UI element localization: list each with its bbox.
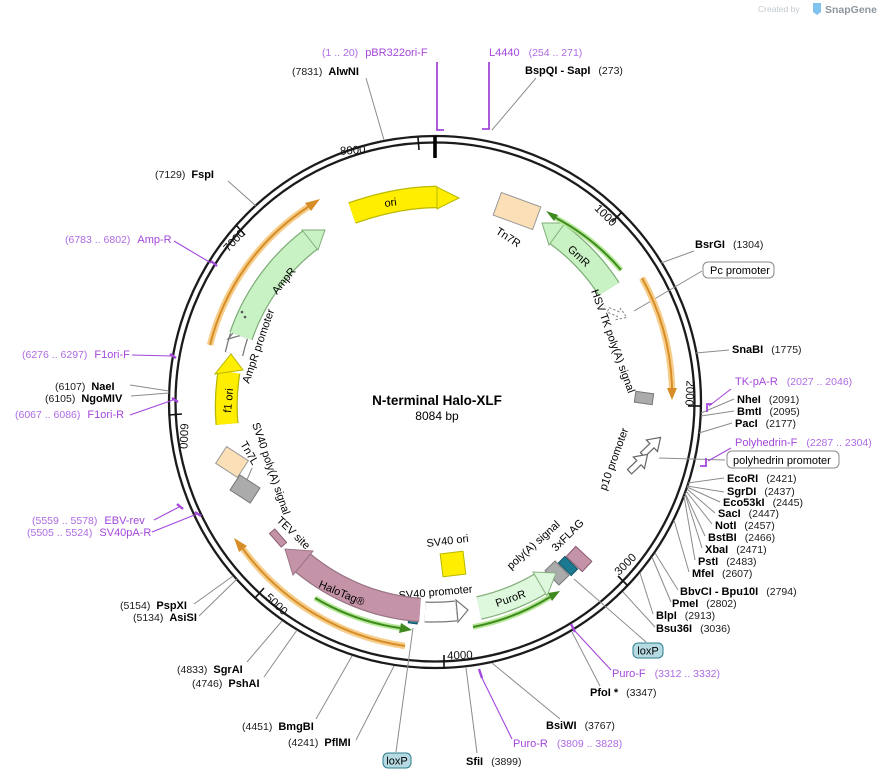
polyhedrin-promoter-box[interactable]: polyhedrin promoter: [726, 450, 840, 469]
primer-label-amp-r[interactable]: (6783 .. 6802) Amp-R: [65, 234, 172, 246]
enzyme-label-snabi[interactable]: SnaBI (1775): [732, 344, 802, 356]
enzyme-label-pspxi[interactable]: (5154) PspXI: [120, 600, 187, 612]
loxp-box-2[interactable]: loxP: [382, 752, 412, 769]
primer-label-polyhedrin-f[interactable]: Polyhedrin-F (2287 .. 2304): [735, 437, 872, 449]
plasmid-title: N-terminal Halo-XLF: [372, 393, 502, 408]
svg-text:loxP[interactable]: loxP: [386, 756, 407, 768]
enzyme-label-fspi[interactable]: (7129) FspI: [155, 169, 214, 181]
enzyme-label-ngomiv[interactable]: (6105) NgoMIV: [45, 393, 123, 405]
enzyme-label-pflmi[interactable]: (4241) PflMI: [288, 737, 351, 749]
primer-marks: [129, 62, 732, 740]
enzyme-label-sgrdi[interactable]: SgrDI (2437): [727, 486, 795, 498]
feature-sv40-promoter[interactable]: [424, 598, 469, 624]
svg-text:Pc promoter[interactable]: Pc promoter: [710, 265, 770, 277]
primer-label-f1ori-r[interactable]: (6067 .. 6086) F1ori-R: [15, 409, 124, 421]
enzyme-label-bspqi-sapi[interactable]: BspQI - SapI (273): [525, 65, 623, 77]
feature-f1-ori[interactable]: [213, 353, 244, 425]
enzyme-label-naei[interactable]: (6107) NaeI: [55, 381, 115, 393]
primer-label-puro-r[interactable]: Puro-R (3809 .. 3828): [513, 738, 622, 750]
svg-text:loxP[interactable]: loxP: [637, 646, 658, 658]
enzyme-label-mfei[interactable]: MfeI (2607): [692, 568, 752, 580]
feature-sv40-ori[interactable]: [439, 550, 467, 578]
loxp-box-1[interactable]: loxP: [632, 642, 664, 659]
snapgene-watermark: Created by SnapGene: [758, 3, 877, 16]
enzyme-label-sgrai[interactable]: (4833) SgrAI: [177, 664, 243, 676]
enzyme-label-bsiwi[interactable]: BsiWI (3767): [546, 720, 615, 732]
feature-halotag[interactable]: [284, 548, 422, 623]
enzyme-label-bstbi[interactable]: BstBI (2466): [708, 532, 775, 544]
feature-hsv-tk-polya[interactable]: [633, 390, 655, 406]
enzyme-label-bmgbi[interactable]: (4451) BmgBI: [242, 721, 314, 733]
enzyme-label-bsrgi[interactable]: BsrGI (1304): [695, 239, 763, 251]
primer-label-sv40pa-r[interactable]: (5505 .. 5524) SV40pA-R: [27, 527, 151, 539]
feature-label-sv40-ori[interactable]: SV40 ori: [426, 533, 469, 550]
enzyme-label-pmei[interactable]: PmeI (2802): [672, 598, 737, 610]
enzyme-label-pshai[interactable]: (4746) PshAI: [192, 678, 260, 690]
pc-promoter-box[interactable]: Pc promoter: [702, 261, 775, 279]
primer-label-puro-f[interactable]: Puro-F (3312 .. 3332): [612, 668, 720, 680]
feature-label-sv40-polya[interactable]: SV40 poly(A) signal: [249, 421, 292, 516]
tick-label-6000: 6000: [177, 423, 190, 449]
enzyme-label-psti[interactable]: PstI (2483): [698, 556, 757, 568]
primer-label-ebv-rev[interactable]: (5559 .. 5578) EBV-rev: [32, 515, 145, 527]
snapgene-logo-icon: [813, 3, 821, 15]
feature-label-f1-ori[interactable]: f1 ori: [222, 388, 236, 413]
enzyme-label-blpi[interactable]: BlpI (2913): [656, 610, 715, 622]
feature-3xflag[interactable]: [565, 545, 593, 573]
plasmid-size: 8084 bp: [415, 409, 459, 423]
enzyme-label-paci[interactable]: PacI (2177): [735, 418, 796, 430]
enzyme-label-ecori[interactable]: EcoRI (2421): [727, 473, 797, 485]
feature-label-tev-site[interactable]: TEV site: [274, 515, 312, 553]
feature-tn7r[interactable]: [492, 191, 542, 231]
enzyme-label-bbvci[interactable]: BbvCI - Bpu10I (2794): [680, 586, 797, 598]
tick-label-2000: 2000: [682, 380, 695, 406]
halotag-translation-arrow: [313, 595, 412, 633]
feature-tn7l[interactable]: [214, 445, 250, 479]
feature-ampr[interactable]: [229, 229, 326, 341]
feature-tev-site[interactable]: [268, 528, 288, 548]
feature-gmr[interactable]: [541, 222, 620, 297]
feature-p10-promoter[interactable]: [624, 432, 666, 478]
enzyme-label-asisi[interactable]: (5134) AsiSI: [133, 612, 197, 624]
enzyme-label-nhei[interactable]: NheI (2091): [737, 394, 799, 406]
feature-sv40-polya[interactable]: [229, 474, 261, 504]
scale-ticks: [168, 136, 701, 668]
primer-label-tk-pa-r[interactable]: TK-pA-R (2027 .. 2046): [735, 376, 852, 388]
enzyme-label-sfii[interactable]: SfiI (3899): [466, 756, 521, 768]
enzyme-label-bsu36i[interactable]: Bsu36I (3036): [656, 623, 730, 635]
tick-label-7000: 7000: [222, 228, 248, 255]
svg-text:polyhedrin promoter[interactable]: polyhedrin promoter: [733, 455, 831, 467]
enzyme-label-saci[interactable]: SacI (2447): [718, 508, 779, 520]
feature-label-tn7r[interactable]: Tn7R: [493, 225, 522, 250]
tick-label-8000: 8000: [340, 144, 366, 158]
gmr-translation-arrow: [546, 211, 624, 272]
feature-label-p10-promoter[interactable]: p10 promoter: [598, 426, 632, 492]
watermark-created-by: Created by: [758, 4, 800, 14]
enzyme-label-alwni[interactable]: (7831) AlwNI: [292, 66, 359, 78]
feature-puror[interactable]: [476, 571, 557, 620]
enzyme-label-eco53ki[interactable]: Eco53kI (2445): [723, 497, 803, 509]
tick-label-4000: 4000: [447, 650, 473, 663]
primer-label-l4440[interactable]: L4440 (254 .. 271): [489, 47, 582, 59]
orf-arc-bottom-left: [234, 538, 406, 650]
enzyme-label-pfoi[interactable]: PfoI * (3347): [590, 687, 656, 699]
primer-label-f1ori-f[interactable]: (6276 .. 6297) F1ori-F: [22, 349, 130, 361]
enzyme-label-bmti[interactable]: BmtI (2095): [737, 406, 800, 418]
feature-label-ori[interactable]: ori: [384, 196, 398, 210]
tick-label-3000: 3000: [613, 552, 640, 579]
feature-pc-promoter-arrow[interactable]: [606, 304, 629, 323]
puror-translation-arrow: [472, 591, 560, 630]
enzyme-label-noti[interactable]: NotI (2457): [715, 520, 775, 532]
feature-label-hsv-tk-polya[interactable]: HSV TK poly(A) signal: [588, 288, 637, 395]
enzyme-label-xbai[interactable]: XbaI (2471): [705, 544, 767, 556]
feature-loxp-site-1[interactable]: [557, 555, 579, 577]
orf-arc-right: [639, 276, 677, 400]
primer-label-pbr322ori-f[interactable]: (1 .. 20) pBR322ori-F: [322, 47, 428, 59]
orf-arc-upper-left: [206, 199, 320, 346]
feature-ori[interactable]: [348, 185, 461, 224]
watermark-brand: SnapGene: [825, 4, 877, 16]
leader-lines: [129, 77, 735, 754]
